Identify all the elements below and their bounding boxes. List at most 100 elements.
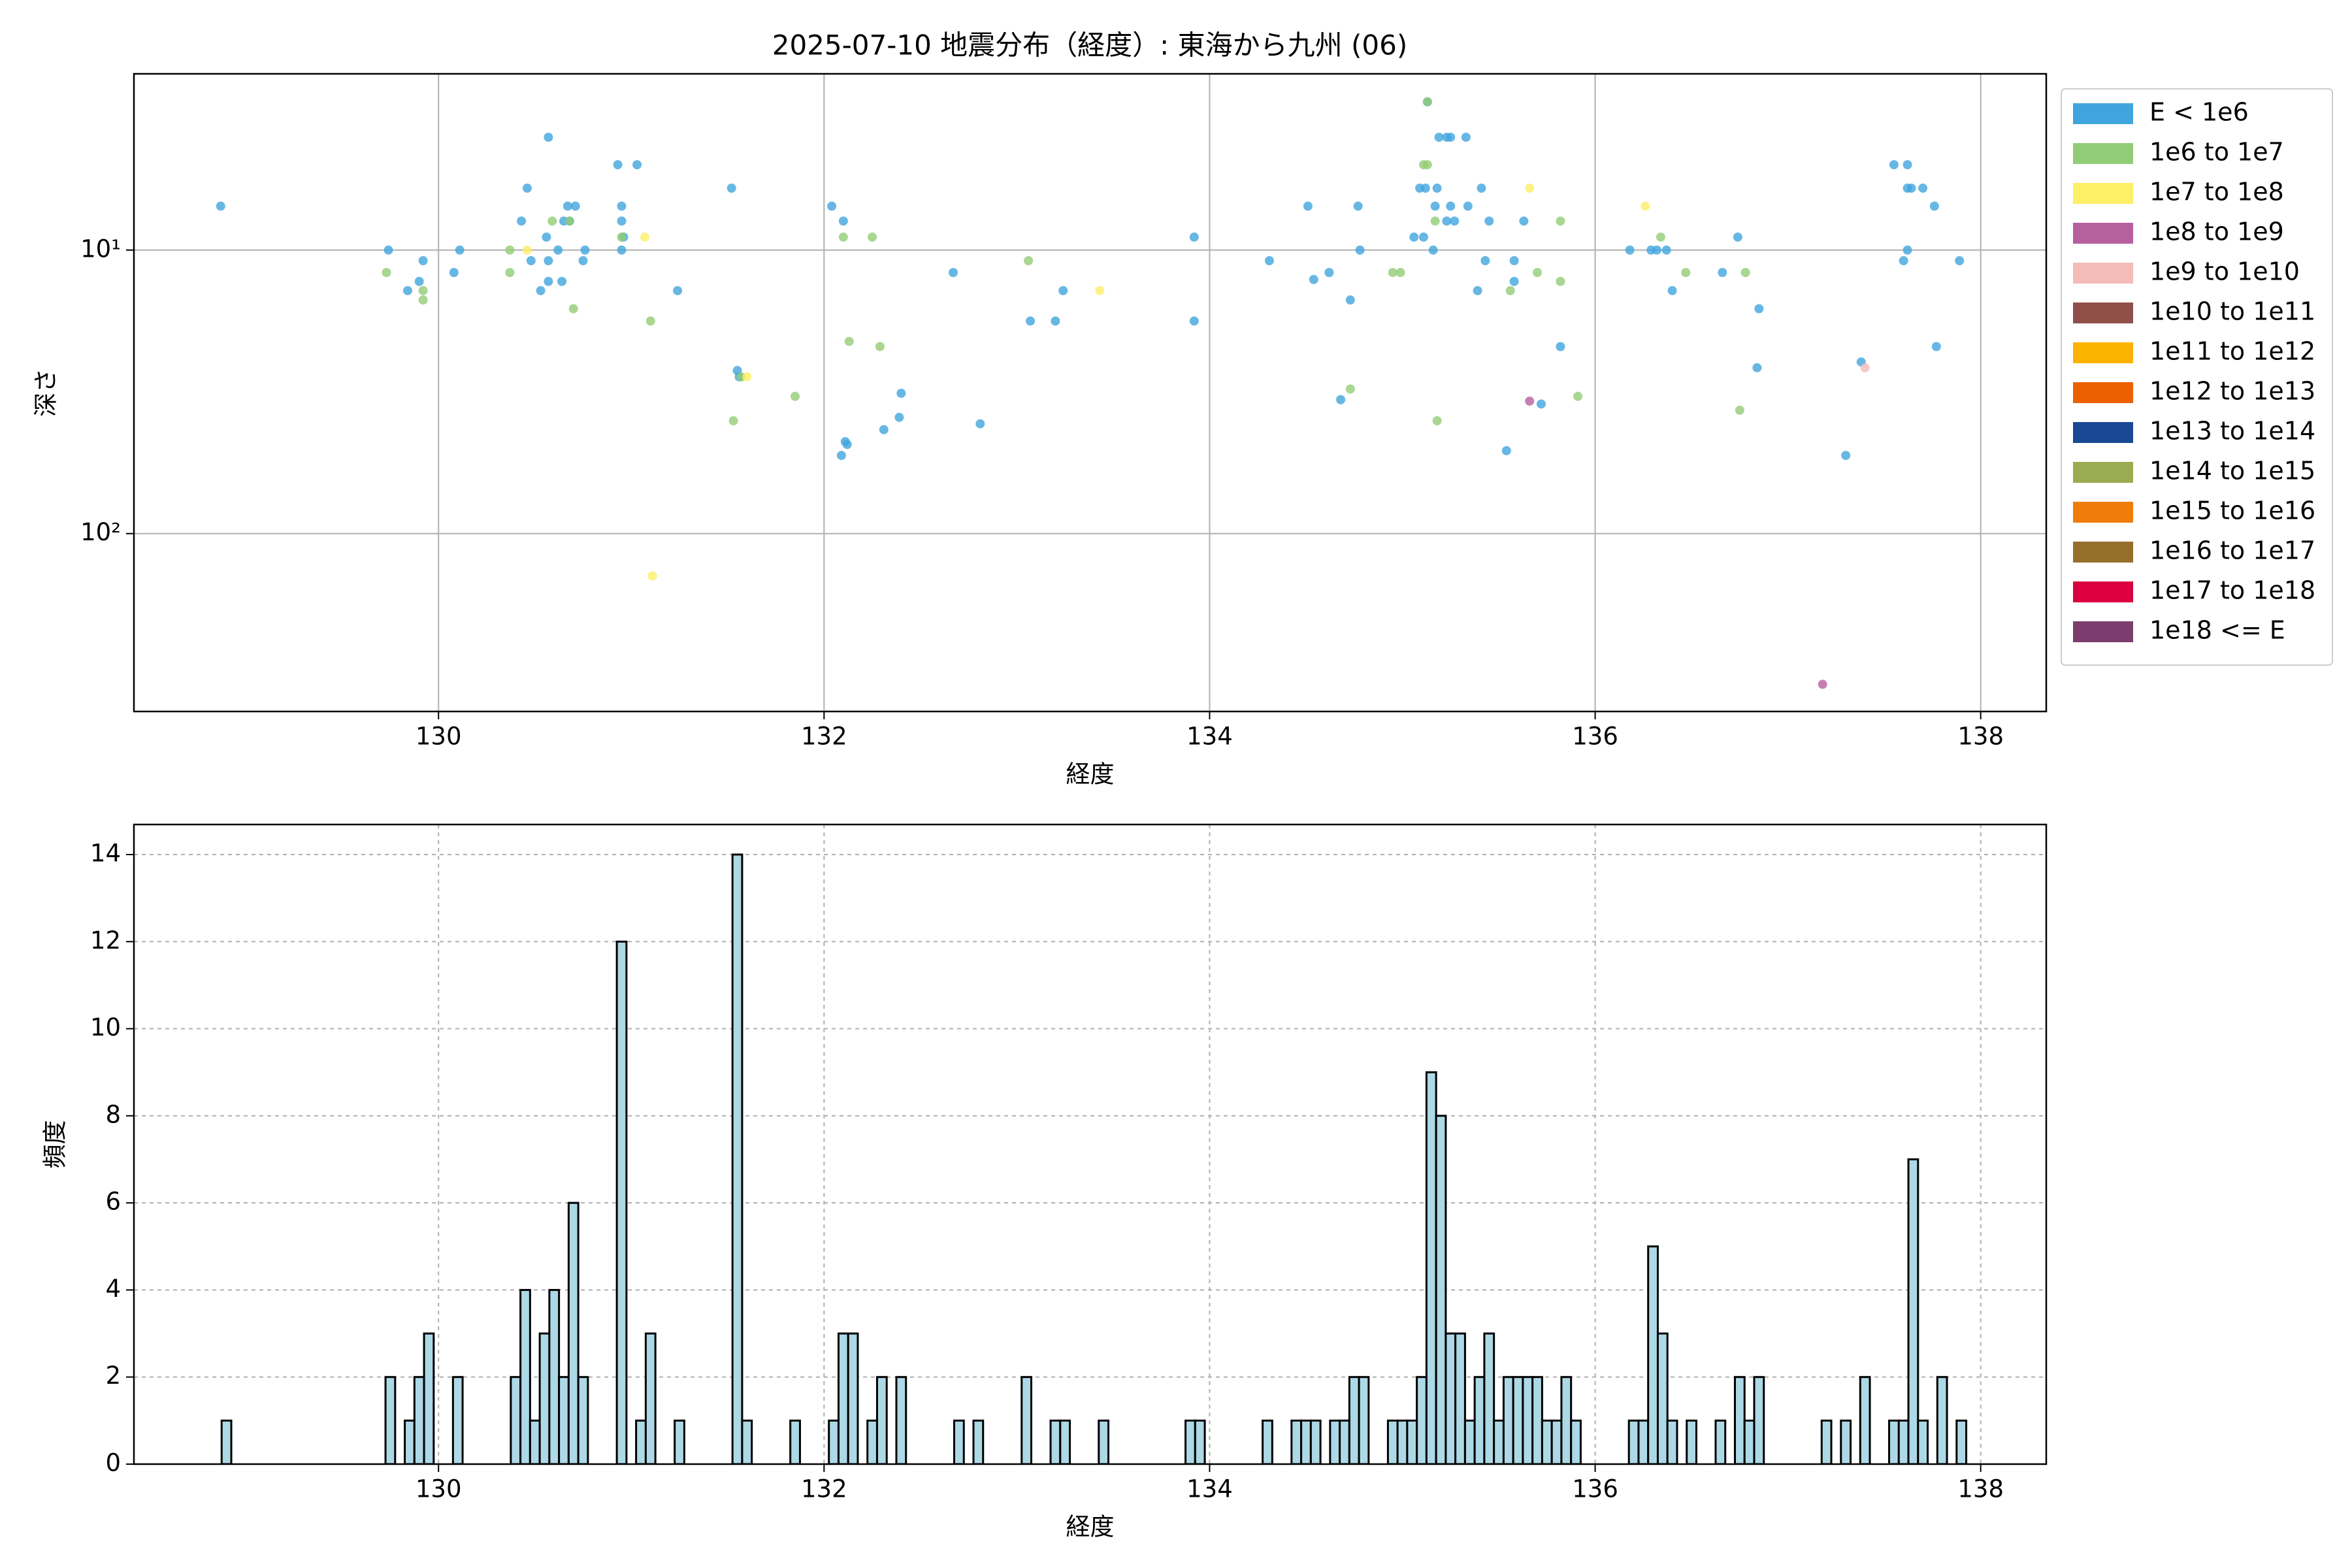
point (617, 245, 627, 255)
y-tick-label: 0 (105, 1449, 121, 1477)
point (1446, 133, 1456, 142)
point (632, 160, 642, 170)
point (1525, 396, 1535, 406)
point (505, 245, 515, 255)
legend-swatch (2073, 183, 2133, 204)
point (1556, 216, 1565, 226)
point (402, 286, 412, 295)
bar (1907, 1158, 1919, 1464)
point (1430, 216, 1440, 226)
point (613, 160, 623, 170)
point (1735, 405, 1744, 415)
y-tick-label: 10 (90, 1013, 121, 1041)
point (1536, 399, 1546, 409)
point (838, 216, 848, 226)
point (1733, 232, 1742, 242)
point (1324, 268, 1334, 278)
point (1681, 268, 1691, 278)
legend-swatch (2073, 621, 2133, 642)
bar (1406, 1419, 1418, 1464)
bar (567, 1201, 580, 1464)
point (1501, 446, 1511, 455)
point (382, 268, 391, 278)
bar (1445, 1332, 1457, 1464)
point (836, 451, 846, 461)
point (949, 268, 958, 278)
bar (1473, 1376, 1486, 1464)
x-tick-label: 130 (416, 723, 462, 751)
x-tick-label: 132 (801, 723, 847, 751)
point (536, 286, 546, 295)
bar (644, 1332, 657, 1464)
bar (1897, 1419, 1910, 1464)
bar (451, 1376, 464, 1464)
bar (413, 1376, 425, 1464)
x-tick-label: 136 (1572, 723, 1618, 751)
bar (1059, 1419, 1071, 1464)
bar (1917, 1419, 1929, 1464)
point (617, 201, 627, 211)
point (1309, 274, 1318, 284)
y-tick-label: 10¹ (80, 235, 121, 263)
legend-swatch (2073, 542, 2133, 563)
point (505, 268, 515, 278)
bar (1753, 1376, 1765, 1464)
point (1841, 451, 1851, 461)
point (418, 286, 428, 295)
legend-swatch (2073, 263, 2133, 284)
point (1434, 133, 1444, 142)
x-tick-label: 134 (1186, 723, 1233, 751)
point (1641, 201, 1650, 211)
bar (1560, 1376, 1573, 1464)
x-tick-label: 134 (1186, 1475, 1233, 1503)
legend-label: 1e9 to 1e10 (2149, 257, 2300, 286)
bar (538, 1332, 551, 1464)
point (827, 201, 837, 211)
point (1442, 216, 1452, 226)
point (544, 256, 553, 266)
point (1396, 268, 1405, 278)
point (640, 232, 649, 242)
bar (1493, 1419, 1505, 1464)
bar (1666, 1419, 1678, 1464)
point (1409, 232, 1419, 242)
point (1353, 201, 1363, 211)
point (1480, 256, 1490, 266)
point (1189, 232, 1199, 242)
point (1918, 184, 1928, 193)
bar (510, 1376, 522, 1464)
legend-label: 1e11 to 1e12 (2149, 337, 2315, 366)
point (1519, 216, 1529, 226)
point (455, 245, 465, 255)
axes-frame (133, 73, 2048, 713)
point (1189, 316, 1199, 326)
bar (1348, 1376, 1360, 1464)
bar (1184, 1419, 1196, 1464)
point (1430, 201, 1440, 211)
legend-swatch (2073, 302, 2133, 323)
bar (1262, 1419, 1273, 1464)
bar (558, 1376, 570, 1464)
point (1740, 268, 1750, 278)
legend-swatch (2073, 103, 2133, 124)
point (542, 232, 551, 242)
bar (1194, 1419, 1206, 1464)
point (414, 276, 424, 286)
point (1906, 184, 1916, 193)
bar (1309, 1419, 1322, 1464)
bar (731, 853, 743, 1464)
y-tick-label: 6 (105, 1188, 121, 1216)
point (1388, 268, 1397, 278)
legend-swatch (2073, 382, 2133, 403)
point (547, 216, 557, 226)
point (1422, 97, 1432, 106)
point (647, 571, 657, 581)
bar (1647, 1245, 1659, 1464)
bar (953, 1419, 965, 1464)
bar (220, 1419, 233, 1464)
point (570, 201, 580, 211)
point (568, 304, 578, 314)
